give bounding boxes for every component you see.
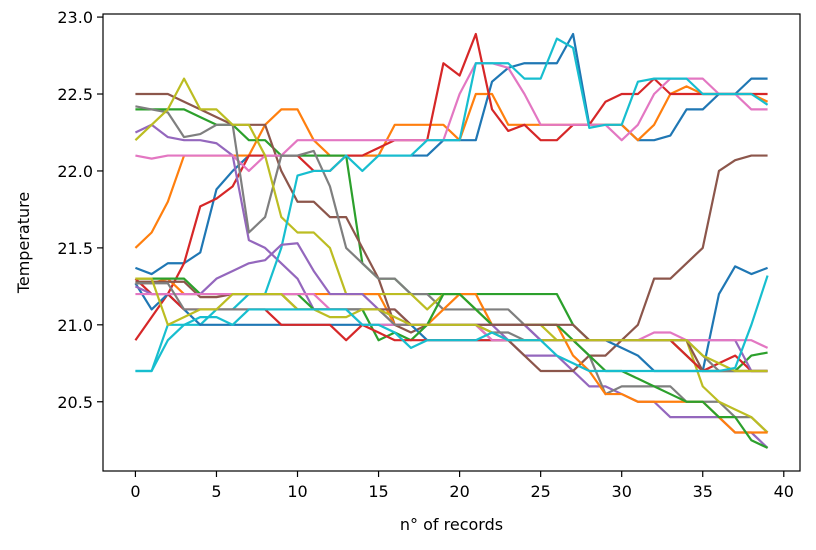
series-line-20 bbox=[135, 275, 769, 373]
series-lines bbox=[134, 32, 769, 449]
series-line-15 bbox=[134, 242, 768, 373]
x-tick-label: 20 bbox=[449, 482, 469, 501]
series-line-6 bbox=[135, 92, 768, 373]
x-tick-label: 30 bbox=[612, 482, 632, 501]
series-line-3 bbox=[135, 108, 768, 373]
x-tick-label: 25 bbox=[530, 482, 550, 501]
y-axis: 20.5 21.0 21.5 22.0 22.5 23.0 bbox=[57, 8, 103, 412]
series-line-11 bbox=[134, 265, 768, 373]
x-axis-label: n° of records bbox=[400, 515, 503, 534]
x-axis: 0 5 10 15 20 25 30 35 40 bbox=[130, 471, 794, 501]
y-tick-label: 22.5 bbox=[57, 85, 93, 104]
y-tick-label: 23.0 bbox=[57, 8, 93, 27]
series-line-8 bbox=[135, 105, 769, 434]
y-tick-label: 22.0 bbox=[57, 162, 93, 181]
x-tick-label: 15 bbox=[368, 482, 388, 501]
series-line-10 bbox=[135, 37, 769, 373]
plot-frame bbox=[102, 13, 801, 472]
series-line-2 bbox=[134, 85, 769, 249]
y-axis-label: Temperature bbox=[14, 192, 33, 294]
x-tick-label: 5 bbox=[211, 482, 221, 501]
y-tick-label: 20.5 bbox=[57, 393, 93, 412]
y-tick-label: 21.0 bbox=[57, 316, 93, 335]
y-tick-label: 21.5 bbox=[57, 239, 93, 258]
series-line-19 bbox=[135, 277, 768, 373]
x-tick-label: 0 bbox=[130, 482, 140, 501]
x-tick-label: 10 bbox=[287, 482, 307, 501]
series-line-12 bbox=[135, 277, 768, 434]
series-line-13 bbox=[135, 277, 769, 449]
x-tick-label: 35 bbox=[693, 482, 713, 501]
series-line-7 bbox=[135, 62, 768, 173]
x-tick-label: 40 bbox=[774, 482, 794, 501]
